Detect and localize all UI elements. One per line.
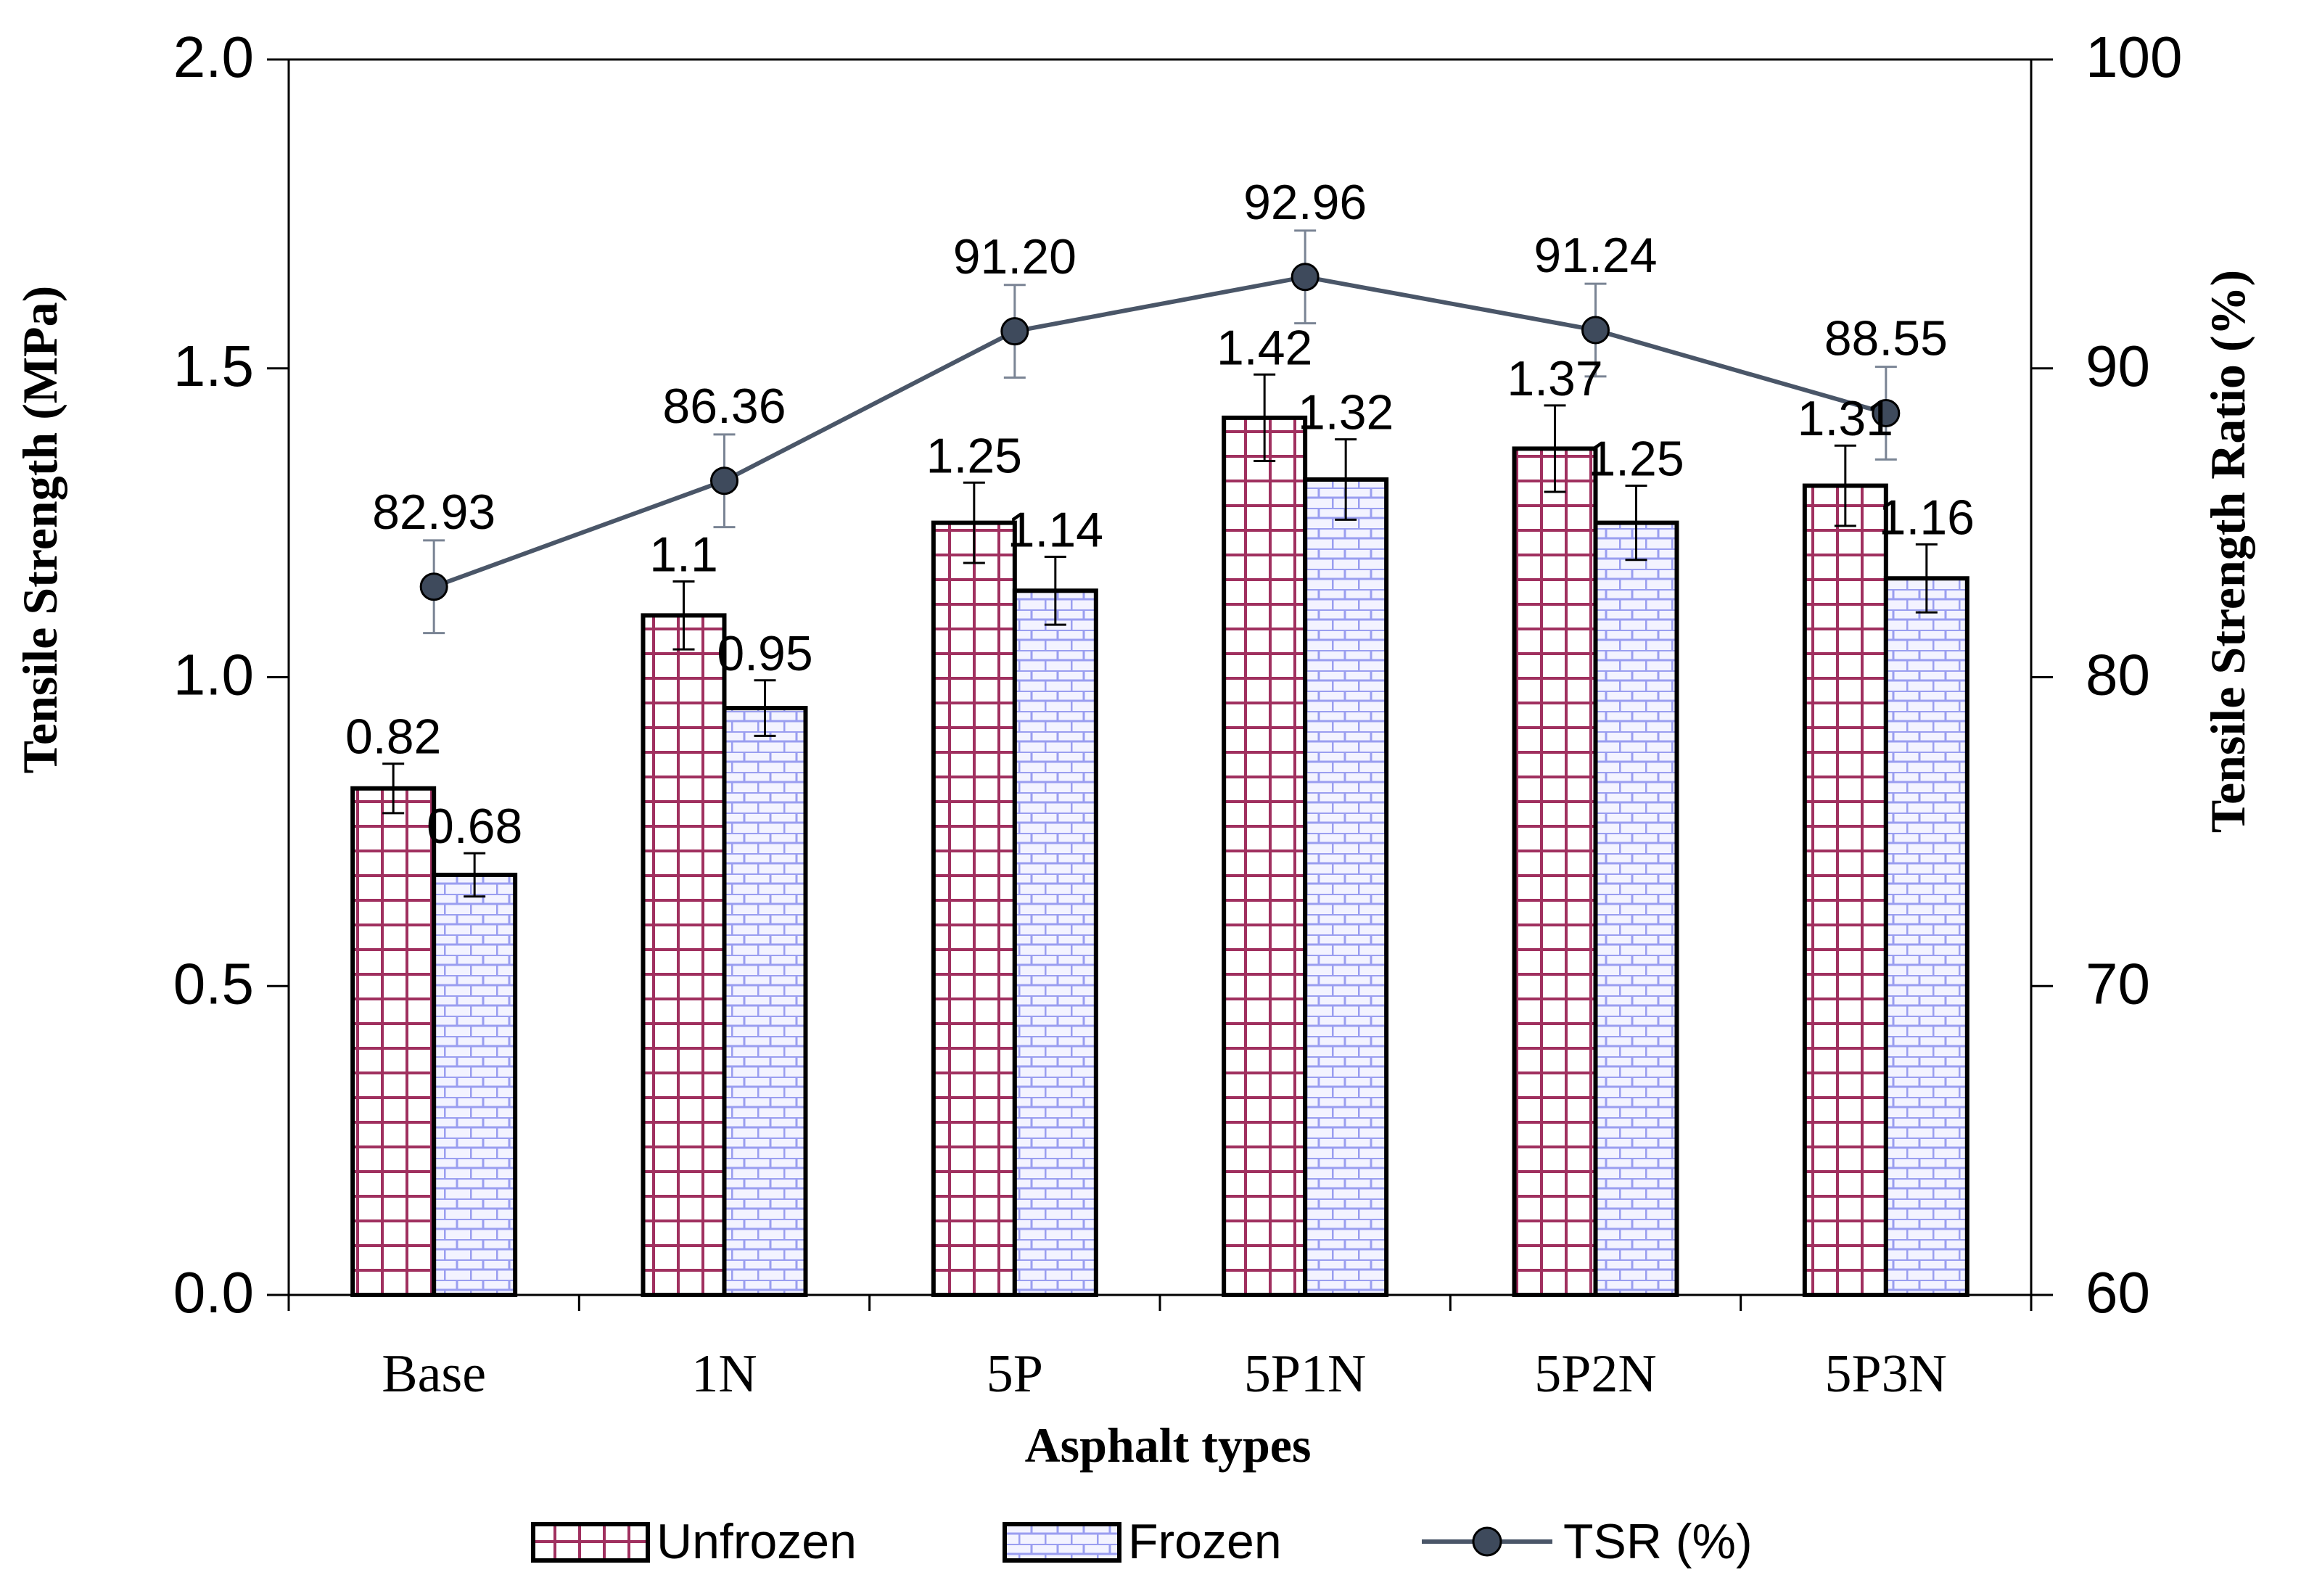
y2-tick-label-70: 70 xyxy=(2086,951,2150,1016)
x-tick-label-1n: 1N xyxy=(691,1344,757,1404)
error-bar-layer xyxy=(382,229,1938,898)
bar-unfrozen-5p2n xyxy=(1512,446,1598,1298)
legend-swatch-unfrozen xyxy=(531,1522,650,1563)
axes-layer: 0.0 0.5 1.0 1.5 2.0 60 70 80 90 100 Base 1N 5P 5P1N 5P… xyxy=(173,25,2183,1404)
x-tick-label-5p2n: 5P2N xyxy=(1534,1344,1657,1404)
legend-item-frozen: Frozen xyxy=(1003,1514,1282,1569)
legend-label-frozen: Frozen xyxy=(1128,1514,1282,1569)
legend-item-tsr: TSR (%) xyxy=(1422,1514,1753,1569)
x-tick-label-5p: 5P xyxy=(987,1344,1043,1404)
y-tick-label-1.5: 1.5 xyxy=(173,334,254,398)
bar-frozen-5p xyxy=(1012,588,1098,1297)
tsr-point-5p1n xyxy=(1291,263,1320,292)
y-tick-label-1.0: 1.0 xyxy=(173,643,254,707)
bar-unfrozen-base xyxy=(350,786,437,1297)
data-label-unfrozen-5p3n: 1.31 xyxy=(1798,391,1893,446)
bar-unfrozen-5p xyxy=(931,520,1017,1297)
bar-unfrozen-5p3n xyxy=(1802,483,1888,1297)
plot-frame xyxy=(287,58,2033,1296)
legend-swatch-frozen xyxy=(1003,1522,1121,1563)
bar-frozen-base xyxy=(432,872,518,1297)
tsr-point-5p2n xyxy=(1581,316,1610,345)
data-label-unfrozen-1n: 1.1 xyxy=(649,527,718,583)
tsr-point-base xyxy=(419,572,448,601)
data-label-frozen-5p1n: 1.32 xyxy=(1298,385,1394,440)
bar-frozen-5p2n xyxy=(1593,520,1679,1297)
data-label-unfrozen-5p2n: 1.37 xyxy=(1507,351,1602,406)
data-label-frozen-1n: 0.95 xyxy=(717,626,812,681)
data-label-unfrozen-5p1n: 1.42 xyxy=(1217,320,1312,375)
tsr-point-5p xyxy=(1000,317,1029,346)
y-tick-label-0.0: 0.0 xyxy=(173,1260,254,1325)
data-label-frozen-5p2n: 1.25 xyxy=(1588,432,1684,487)
y2-tick-label-60: 60 xyxy=(2086,1260,2150,1325)
y-tick-label-2.0: 2.0 xyxy=(173,25,254,89)
bar-unfrozen-1n xyxy=(641,613,727,1297)
data-label-tsr-5p1n: 92.96 xyxy=(1243,175,1367,230)
tsr-point-1n xyxy=(710,466,738,495)
data-label-tsr-5p2n: 91.24 xyxy=(1534,228,1657,283)
bar-frozen-5p3n xyxy=(1883,576,1969,1297)
data-label-frozen-base: 0.68 xyxy=(427,799,522,854)
data-label-tsr-5p3n: 88.55 xyxy=(1824,311,1948,366)
data-label-unfrozen-5p: 1.25 xyxy=(926,428,1022,483)
y2-axis-title: Tensile Strength Ratio (%) xyxy=(2200,270,2255,833)
x-axis-title: Asphalt types xyxy=(1025,1418,1312,1473)
x-tick-label-5p1n: 5P1N xyxy=(1244,1344,1367,1404)
bar-layer xyxy=(350,415,1969,1298)
data-label-frozen-5p3n: 1.16 xyxy=(1879,490,1975,545)
legend: Unfrozen Frozen TSR (%) xyxy=(531,1514,1753,1569)
legend-label-tsr: TSR (%) xyxy=(1563,1514,1753,1569)
data-label-unfrozen-base: 0.82 xyxy=(345,709,441,765)
bar-frozen-5p1n xyxy=(1303,477,1389,1297)
bar-unfrozen-5p1n xyxy=(1222,415,1308,1297)
y2-tick-label-90: 90 xyxy=(2086,334,2150,398)
tsr-series-line xyxy=(433,274,1887,589)
tsr-line-layer xyxy=(419,263,1901,601)
y2-tick-label-100: 100 xyxy=(2086,25,2182,89)
legend-item-unfrozen: Unfrozen xyxy=(531,1514,857,1569)
data-label-layer: 0.82 0.68 1.1 0.95 1.25 1.14 1.42 1.32 1.37 1.25 1… xyxy=(345,175,1975,854)
y-axis-title: Tensile Strength (MPa) xyxy=(12,286,67,773)
data-label-tsr-base: 82.93 xyxy=(372,485,495,540)
tsr-point-5p3n xyxy=(1872,398,1901,427)
x-tick-label-base: Base xyxy=(382,1344,486,1404)
data-label-tsr-5p: 91.20 xyxy=(953,229,1077,284)
y2-tick-label-80: 80 xyxy=(2086,643,2150,707)
y-tick-label-0.5: 0.5 xyxy=(173,951,254,1016)
legend-label-unfrozen: Unfrozen xyxy=(656,1514,857,1569)
data-label-frozen-5p: 1.14 xyxy=(1008,502,1103,557)
data-label-tsr-1n: 86.36 xyxy=(662,379,786,434)
x-tick-label-5p3n: 5P3N xyxy=(1825,1344,1948,1404)
bar-frozen-1n xyxy=(722,706,808,1297)
legend-swatch-tsr-marker xyxy=(1472,1526,1502,1557)
